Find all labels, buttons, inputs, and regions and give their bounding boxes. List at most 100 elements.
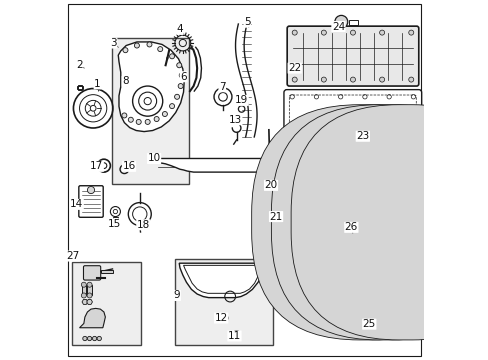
Text: 21: 21 [269, 212, 282, 221]
Circle shape [352, 275, 357, 280]
Circle shape [162, 112, 167, 117]
Text: 1: 1 [94, 79, 101, 89]
Circle shape [145, 120, 150, 125]
Circle shape [122, 113, 126, 118]
Circle shape [176, 63, 182, 68]
Circle shape [409, 325, 414, 330]
Polygon shape [155, 158, 271, 172]
Circle shape [87, 336, 92, 341]
Polygon shape [118, 42, 184, 132]
Circle shape [87, 186, 94, 194]
Bar [344, 293, 351, 313]
Text: 11: 11 [227, 331, 241, 341]
Circle shape [92, 336, 97, 341]
Polygon shape [82, 300, 88, 305]
Circle shape [81, 293, 86, 298]
Circle shape [169, 104, 174, 109]
Text: 26: 26 [344, 222, 357, 232]
Circle shape [350, 30, 355, 35]
Bar [81, 285, 86, 296]
Text: 2: 2 [76, 60, 82, 70]
Text: 10: 10 [147, 153, 161, 163]
Text: 7: 7 [219, 82, 225, 92]
FancyBboxPatch shape [290, 105, 488, 340]
Text: 19: 19 [235, 95, 248, 105]
Circle shape [169, 54, 174, 59]
Circle shape [398, 319, 407, 328]
Bar [101, 270, 112, 273]
Circle shape [154, 117, 159, 122]
Text: 27: 27 [66, 251, 80, 261]
Circle shape [384, 319, 392, 328]
Bar [234, 336, 239, 338]
FancyBboxPatch shape [286, 26, 418, 86]
Text: 20: 20 [264, 180, 277, 190]
Circle shape [379, 30, 384, 35]
Text: 4: 4 [176, 24, 183, 35]
Bar [77, 86, 83, 89]
Circle shape [179, 73, 184, 78]
Polygon shape [80, 309, 105, 328]
Text: 15: 15 [107, 219, 121, 229]
Text: 3: 3 [110, 38, 117, 48]
Circle shape [147, 42, 152, 47]
Circle shape [122, 48, 128, 53]
Circle shape [81, 282, 86, 287]
Circle shape [409, 275, 414, 280]
Circle shape [128, 117, 133, 122]
Circle shape [233, 330, 240, 338]
Circle shape [350, 77, 355, 82]
Bar [174, 259, 273, 345]
Circle shape [87, 293, 92, 298]
Circle shape [321, 77, 325, 82]
Circle shape [178, 84, 183, 89]
Text: 16: 16 [122, 161, 135, 171]
Text: 23: 23 [355, 131, 369, 141]
FancyBboxPatch shape [83, 266, 101, 280]
Circle shape [379, 77, 384, 82]
Bar [112, 39, 188, 184]
Bar [78, 85, 82, 90]
Text: 18: 18 [137, 220, 150, 230]
FancyBboxPatch shape [284, 90, 421, 143]
Text: 12: 12 [214, 313, 227, 323]
Text: 22: 22 [287, 63, 301, 73]
Bar [72, 262, 140, 345]
FancyBboxPatch shape [251, 105, 480, 340]
Circle shape [321, 30, 325, 35]
Circle shape [408, 30, 413, 35]
Polygon shape [179, 263, 265, 298]
Circle shape [355, 319, 364, 328]
Circle shape [369, 319, 378, 328]
Circle shape [334, 15, 347, 28]
Text: 9: 9 [173, 291, 180, 301]
Circle shape [136, 120, 141, 125]
FancyBboxPatch shape [348, 270, 419, 335]
Circle shape [352, 325, 357, 330]
Text: 24: 24 [331, 22, 345, 32]
Circle shape [134, 43, 139, 48]
Polygon shape [86, 300, 92, 305]
FancyBboxPatch shape [79, 186, 103, 217]
Text: 8: 8 [122, 76, 128, 86]
FancyBboxPatch shape [349, 206, 417, 238]
Polygon shape [183, 265, 261, 293]
Circle shape [87, 282, 92, 287]
Circle shape [292, 77, 297, 82]
FancyBboxPatch shape [271, 105, 488, 340]
Circle shape [408, 77, 413, 82]
Bar [113, 217, 117, 222]
Text: 14: 14 [70, 199, 83, 210]
Text: 25: 25 [362, 319, 375, 329]
Circle shape [82, 336, 87, 341]
Text: 6: 6 [180, 72, 186, 82]
Circle shape [221, 315, 227, 321]
Text: 5: 5 [244, 17, 250, 27]
Circle shape [174, 94, 179, 99]
Bar [348, 20, 357, 25]
Bar [87, 285, 92, 296]
Circle shape [97, 336, 101, 341]
Circle shape [292, 30, 297, 35]
Text: 13: 13 [228, 115, 241, 125]
Circle shape [158, 46, 163, 51]
